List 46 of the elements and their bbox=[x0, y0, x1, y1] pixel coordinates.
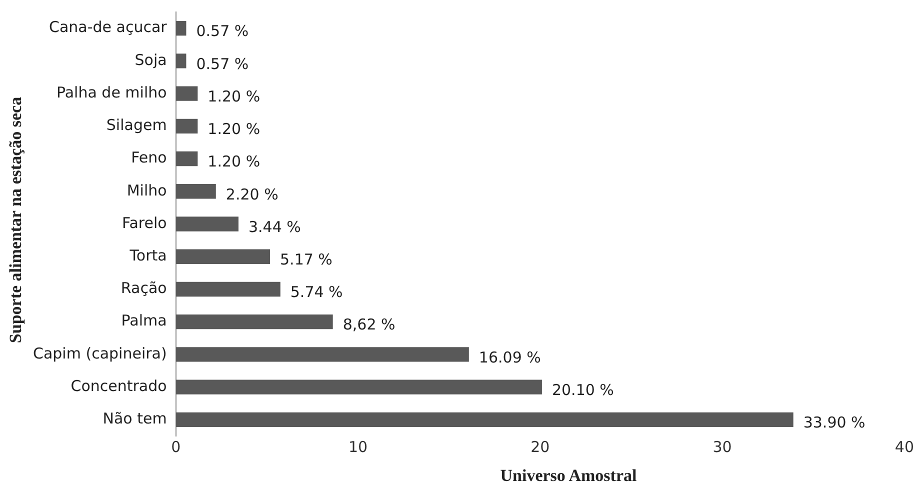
bar bbox=[176, 20, 186, 36]
y-tick-label: Silagem bbox=[106, 116, 167, 134]
x-axis-title: Universo Amostral bbox=[499, 466, 638, 486]
bar bbox=[176, 151, 198, 166]
bar bbox=[176, 54, 186, 68]
bar bbox=[176, 380, 542, 394]
data-label: 33.90 % bbox=[803, 414, 866, 432]
bar bbox=[176, 314, 333, 330]
data-label: 1.20 % bbox=[208, 152, 260, 171]
y-tick-label: Torta bbox=[128, 246, 167, 265]
y-tick-label: Palha de milho bbox=[56, 83, 167, 102]
data-label: 0.57 % bbox=[196, 22, 249, 40]
x-tick-label: 20 bbox=[530, 438, 550, 456]
bar bbox=[176, 118, 198, 134]
y-axis-title: Suporte alimentar na estação seca bbox=[6, 96, 26, 344]
bar bbox=[176, 184, 216, 199]
y-tick-label: Não tem bbox=[102, 410, 167, 428]
data-label: 0.57 % bbox=[196, 54, 249, 73]
data-label: 2.20 % bbox=[226, 185, 278, 204]
data-label: 1.20 % bbox=[208, 87, 260, 106]
y-tick-label: Ração bbox=[120, 279, 167, 298]
x-tick-label: 0 bbox=[171, 438, 181, 456]
y-tick-label: Farelo bbox=[122, 214, 167, 232]
y-tick-label: Cana-de açucar bbox=[48, 18, 168, 36]
x-tick-label: 10 bbox=[348, 438, 368, 456]
x-tick-label: 30 bbox=[712, 438, 732, 456]
y-tick-label: Capim (capineira) bbox=[33, 344, 167, 362]
data-label: 5.74 % bbox=[290, 283, 343, 302]
bar bbox=[176, 86, 198, 101]
y-tick-label: Concentrado bbox=[70, 376, 167, 395]
x-tick-label: 40 bbox=[894, 438, 914, 456]
bar bbox=[176, 412, 794, 428]
data-label: 20.10 % bbox=[552, 380, 614, 399]
data-label: 5.17 % bbox=[280, 250, 332, 269]
data-label: 8,62 % bbox=[342, 316, 396, 334]
bar bbox=[176, 282, 280, 297]
y-tick-label: Palma bbox=[121, 312, 167, 330]
data-label: 1.20 % bbox=[208, 120, 260, 138]
y-tick-label: Soja bbox=[134, 50, 167, 69]
y-tick-label: Feno bbox=[131, 148, 167, 167]
data-label: 3.44 % bbox=[248, 218, 301, 236]
bar bbox=[176, 216, 238, 232]
bar bbox=[176, 347, 469, 362]
data-label: 16.09 % bbox=[478, 348, 541, 366]
bar bbox=[176, 249, 270, 264]
y-tick-label: Milho bbox=[126, 181, 167, 200]
